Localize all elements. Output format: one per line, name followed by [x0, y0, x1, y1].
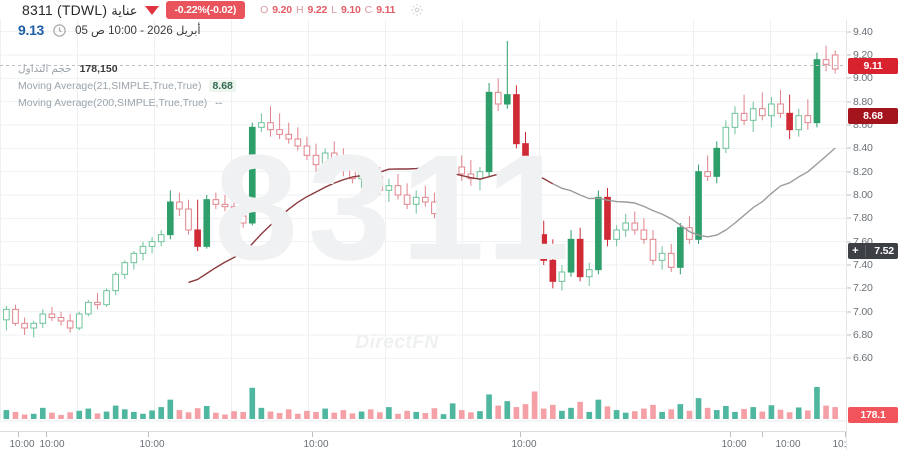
time-tick-mark: [148, 432, 149, 437]
legend-row-ma21[interactable]: Moving Average(21,SIMPLE,True,True) 8.68: [18, 77, 236, 94]
indicator-legend: حجم التداول 178,150 Moving Average(21,SI…: [18, 60, 236, 111]
chevron-down-icon[interactable]: [144, 6, 159, 15]
ohlc-low-value: 9.10: [341, 4, 361, 16]
crosshair-value: 7.52: [874, 245, 894, 257]
candlestick-series[interactable]: [0, 12, 847, 437]
price-tick-mark: [847, 54, 851, 56]
ohlc-high-value: 9.22: [307, 4, 328, 16]
time-tick-label: 10:00: [511, 439, 537, 450]
price-tick-label: 9.40: [853, 25, 873, 38]
price-tick-mark: [847, 241, 851, 243]
ma21-legend-label: Moving Average(21,SIMPLE,True,True): [18, 79, 202, 92]
price-tick-label: 7.00: [853, 305, 873, 318]
clock-icon: [52, 23, 67, 38]
time-tick-mark: [312, 432, 313, 437]
watermark-brand: DirectFN: [355, 332, 439, 353]
badge-divider: [865, 245, 866, 257]
time-tick-label: 10:00: [303, 439, 329, 450]
time-tick-mark: [845, 432, 846, 437]
chart-subtitle: 9.13 أبريل 2026 - 10:00 ص 05: [18, 22, 201, 38]
price-tick-mark: [847, 101, 851, 103]
time-tick-label: 10:00: [9, 439, 35, 450]
time-tick-label: 10:00: [39, 439, 65, 450]
symbol-market: (TDWL): [57, 1, 108, 18]
symbol-label[interactable]: 8311 (TDWL) عناية: [22, 2, 138, 19]
ohlc-close-value: 9.11: [376, 4, 396, 16]
price-tick-label: 6.60: [853, 352, 873, 365]
time-tick-label: 10:00: [139, 439, 165, 450]
price-tick-label: 9.00: [853, 72, 873, 85]
time-tick-mark: [762, 432, 763, 437]
ohlc-low-key: L: [331, 4, 338, 16]
chart-header: 8311 (TDWL) عناية -0.22%(-0.02) O 9.20 H…: [0, 0, 900, 20]
price-tick-mark: [847, 147, 851, 149]
price-tick-label: 8.20: [853, 165, 873, 178]
ma21-badge: 8.68: [848, 107, 898, 124]
watermark-symbol: 8311: [214, 123, 580, 291]
time-tick-label: 10:00: [721, 439, 747, 450]
symbol-name-ar: عناية: [111, 2, 138, 18]
price-tick-mark: [847, 31, 851, 33]
symbol-code: 8311: [22, 1, 53, 18]
time-axis[interactable]: 10:00 10:00 10:00 10:00 10:00 10:00 10:00 10:00: [0, 431, 858, 450]
price-tick-label: 7.40: [853, 259, 873, 271]
price-tick-mark: [847, 217, 851, 219]
time-tick-mark: [730, 432, 731, 437]
volume-badge: 178.1: [848, 407, 898, 423]
last-price-label: 9.13: [18, 22, 45, 38]
time-tick-label: 10:00: [775, 439, 801, 450]
time-tick-mark: [18, 432, 19, 437]
legend-row-volume[interactable]: حجم التداول 178,150: [18, 60, 236, 77]
volume-legend-value: 178,150: [79, 62, 118, 75]
price-tick-mark: [847, 334, 851, 336]
price-tick-label: 8.80: [853, 95, 873, 108]
gear-icon[interactable]: [410, 3, 424, 17]
price-tick-mark: [847, 264, 851, 266]
price-tick-mark: [847, 311, 851, 313]
ohlc-open-value: 9.20: [272, 4, 292, 16]
price-tick-label: 6.80: [853, 329, 873, 341]
price-tick-mark: [847, 194, 851, 196]
legend-row-ma200[interactable]: Moving Average(200,SIMPLE,True,True) --: [18, 94, 236, 111]
time-tick-mark: [520, 432, 521, 437]
price-tick-label: 8.40: [853, 142, 873, 155]
ohlc-open-key: O: [260, 4, 269, 16]
price-tick-mark: [847, 77, 851, 79]
ohlc-high-key: H: [295, 4, 304, 16]
datetime-label: أبريل 2026 - 10:00 ص 05: [75, 25, 201, 37]
time-tick-mark: [46, 432, 47, 437]
price-tick-label: 7.20: [853, 282, 873, 295]
time-tick-label: 10:00: [832, 439, 858, 450]
volume-series: [3, 387, 838, 419]
ma200-legend-label: Moving Average(200,SIMPLE,True,True): [18, 96, 208, 109]
ohlc-readout: O 9.20 H 9.22 L 9.10 C 9.11: [260, 4, 395, 16]
last-price-badge: 9.11: [848, 57, 898, 74]
price-tick-label: 8.00: [853, 189, 873, 201]
ohlc-close-key: C: [364, 4, 373, 16]
price-tick-mark: [847, 357, 851, 359]
change-badge: -0.22%(-0.02): [165, 1, 246, 19]
price-tick-mark: [847, 287, 851, 289]
price-tick-mark: [847, 124, 851, 126]
price-axis[interactable]: 9.40 9.20 9.00 8.80 8.60 8.40 8.20 8.00 7.80 7.60…: [846, 0, 900, 450]
price-tick-mark: [847, 171, 851, 173]
plus-icon: +: [852, 244, 859, 257]
ma200-legend-value: --: [215, 96, 223, 109]
price-tick-label: 7.80: [853, 212, 873, 225]
ma21-legend-value: 8.68: [209, 79, 236, 92]
volume-legend-label: حجم التداول: [18, 62, 72, 75]
chart-gridlines: [0, 12, 847, 422]
chart-plot-area[interactable]: 8311 DirectFN: [0, 12, 847, 437]
crosshair-price-badge[interactable]: +7.52: [848, 243, 898, 259]
moving-average-lines: [188, 147, 836, 284]
